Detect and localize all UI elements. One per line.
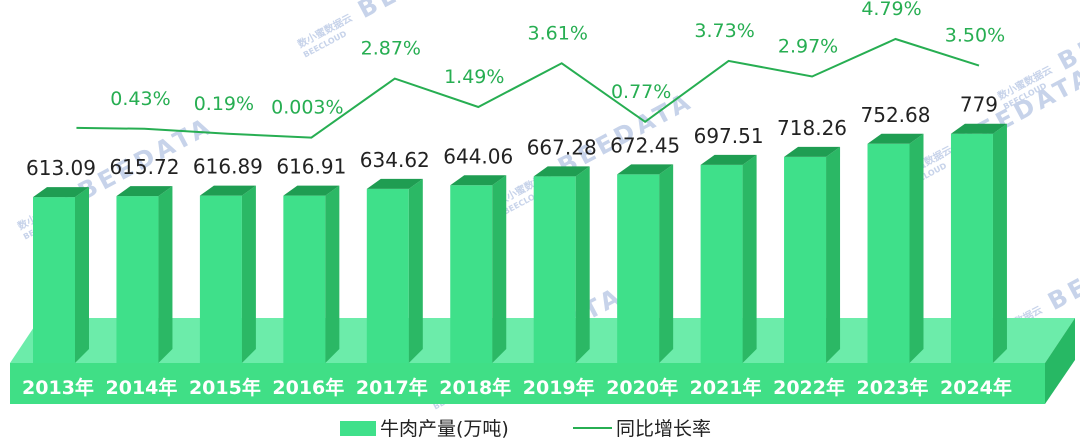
rate-value-label: 3.61% [528,22,588,44]
bar-top [116,186,173,197]
bar-top [366,178,423,189]
x-tick-label: 2014年 [106,376,178,399]
bar-front [867,143,910,363]
bar-top [700,154,757,165]
bar-value-label: 615.72 [109,155,179,179]
line-data-labels: 0.43% 0.19% 0.003% 2.87% 1.49% 3.61% 0.77% 3.73… [110,0,1005,119]
bar [366,178,423,363]
rate-value-label: 0.77% [611,81,671,103]
x-axis-tick-labels: 2013年 2014年 2015年 2016年 2017年 2018年 2019年 2020年… [22,376,1012,399]
growth-line-series [76,37,980,139]
watermark-brand: BEEDATA [1053,0,1080,76]
bar-top [33,187,89,198]
bar-side [492,175,507,363]
bar-side [742,154,757,363]
watermark-brand: BEEDATA [353,0,498,24]
bar-value-label: 613.09 [26,156,96,180]
bar-front [366,188,409,363]
x-tick-label: 2021年 [690,376,762,399]
rate-value-label: 4.79% [861,0,921,20]
bar-series [33,123,1007,363]
bar-top [950,123,1007,134]
bar-front [533,176,576,363]
x-tick-label: 2024年 [940,376,1012,399]
bar-front [784,156,827,363]
x-tick-label: 2022年 [773,376,845,399]
bar-top [199,185,256,196]
platform-side [1045,318,1075,404]
bar-data-labels: 613.09 615.72 616.89 616.91 634.62 644.06 667.… [26,93,998,180]
bar-front [199,195,242,363]
bar-front [950,133,993,363]
bar-value-label: 697.51 [694,124,764,148]
bar-top [867,133,924,144]
bar-side [992,123,1007,363]
x-tick-label: 2020年 [606,376,678,399]
bar [950,123,1007,363]
bar [867,133,924,363]
growth-line [76,37,980,139]
bar-side [158,186,173,363]
watermark-brand: BEEDATA [1043,221,1080,316]
x-tick-label: 2023年 [857,376,929,399]
bar-value-label: 779 [960,93,998,117]
legend: 牛肉产量(万吨) 同比增长率 [340,418,711,440]
bar-top [617,164,674,175]
bar-side [408,178,423,363]
bar [116,186,173,363]
bar [700,154,757,363]
bar-front [617,174,660,363]
bar-side [575,166,590,363]
legend-bar-label: 牛肉产量(万吨) [380,418,509,440]
bar-value-label: 644.06 [443,144,513,168]
bar-side [241,185,256,363]
x-tick-label: 2015年 [189,376,261,399]
bar-front [450,185,493,363]
bar-value-label: 718.26 [777,116,847,140]
bar-side [325,185,340,363]
bar-side [826,146,841,363]
legend-bar-swatch [340,421,376,436]
bar-front [33,197,75,363]
x-tick-label: 2018年 [439,376,511,399]
x-tick-label: 2017年 [356,376,428,399]
bar [784,146,841,363]
bar-top [450,175,507,186]
bar-side [75,187,89,363]
bar-front [700,164,743,363]
bar [533,166,590,363]
x-tick-label: 2019年 [523,376,595,399]
x-tick-label: 2016年 [272,376,344,399]
bar-top [283,185,340,196]
bar-value-label: 634.62 [360,148,430,172]
bar-side [909,133,924,363]
rate-value-label: 0.003% [271,97,343,119]
bar-value-label: 752.68 [861,103,931,127]
bar [617,164,674,363]
rate-value-label: 2.87% [361,38,421,60]
bar-side [659,164,674,363]
bar [33,187,89,363]
bar-value-label: 667.28 [527,135,597,159]
x-tick-label: 2013年 [22,376,94,399]
bar [199,185,256,363]
rate-value-label: 0.19% [194,93,254,115]
legend-line-label: 同比增长率 [616,418,711,440]
bar [450,175,507,363]
rate-value-label: 2.97% [778,36,838,58]
rate-value-label: 1.49% [444,66,504,88]
rate-value-label: 3.73% [694,20,754,42]
bar-front [116,196,159,363]
bar [283,185,340,363]
bar-front [283,195,326,363]
bar-top [784,146,841,157]
platform-front [10,363,1045,404]
bar-value-label: 616.89 [193,155,263,179]
bar-value-label: 672.45 [610,133,680,157]
rate-value-label: 0.43% [110,88,170,110]
rate-value-label: 3.50% [945,25,1005,47]
bar-value-label: 616.91 [276,155,346,179]
bar-top [533,166,590,177]
